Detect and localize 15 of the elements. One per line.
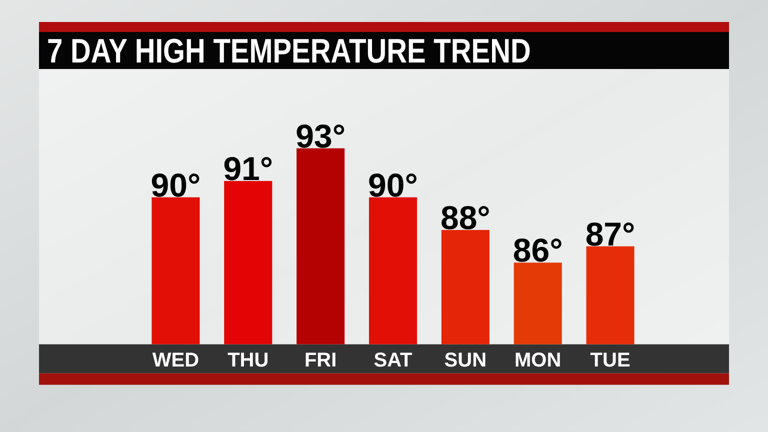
x-tick-label: WED bbox=[152, 350, 200, 372]
data-label: 91° bbox=[223, 150, 274, 187]
x-tick-label: SUN bbox=[444, 350, 487, 372]
data-label: 87° bbox=[585, 215, 636, 252]
data-label: 90° bbox=[368, 166, 418, 204]
chart-title: 7 DAY HIGH TEMPERATURE TREND bbox=[47, 32, 531, 70]
data-label: 93° bbox=[296, 117, 346, 154]
x-tick-label: THU bbox=[228, 350, 269, 372]
data-label: 86° bbox=[512, 232, 563, 269]
data-label: 88° bbox=[440, 198, 490, 236]
x-tick-label: FRI bbox=[304, 350, 337, 372]
x-tick-label: SAT bbox=[374, 350, 412, 372]
x-tick-label: TUE bbox=[590, 350, 630, 372]
data-label: 90° bbox=[150, 166, 201, 204]
x-tick-label: MON bbox=[514, 350, 562, 372]
